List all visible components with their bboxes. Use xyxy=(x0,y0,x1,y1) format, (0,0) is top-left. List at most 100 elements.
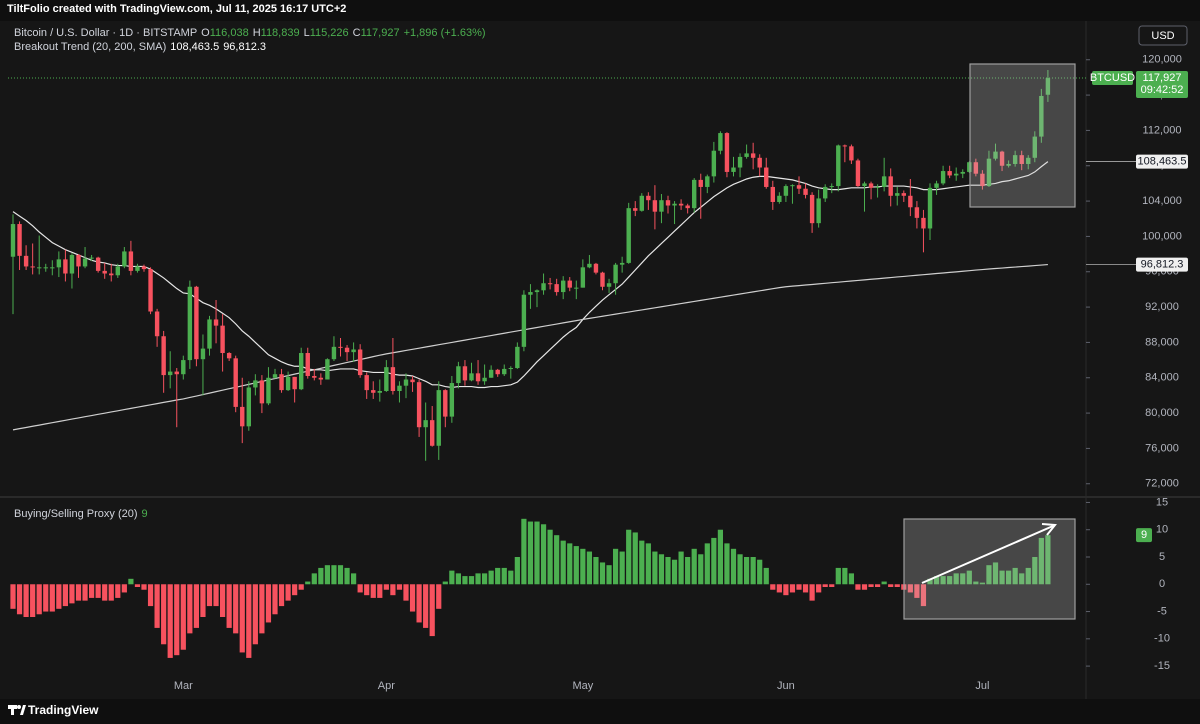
histogram-bar xyxy=(953,573,959,585)
histogram-bar xyxy=(475,573,481,585)
candle-body xyxy=(521,294,527,347)
candle-body xyxy=(423,420,428,428)
candle-body xyxy=(954,173,959,176)
candle-body xyxy=(502,368,507,375)
histogram-bar xyxy=(193,584,199,628)
candle-body xyxy=(541,283,546,291)
histogram-bar xyxy=(311,573,317,585)
histogram-bar xyxy=(468,576,475,585)
candle-body xyxy=(842,145,848,147)
histogram-bar xyxy=(855,584,861,590)
price-tag-bg xyxy=(1136,71,1188,99)
candle-body xyxy=(410,379,415,383)
histogram-bar xyxy=(174,584,180,656)
histogram-bar xyxy=(737,554,743,585)
candle-body xyxy=(895,193,900,196)
candle-body xyxy=(1006,163,1011,166)
candle-body xyxy=(23,255,29,267)
candle-body xyxy=(711,150,717,177)
candle-body xyxy=(567,280,572,288)
histogram-bar xyxy=(527,521,534,585)
logo-part xyxy=(17,705,21,709)
candle-body xyxy=(534,290,540,293)
histogram-bar xyxy=(154,584,160,628)
histogram-bar xyxy=(940,576,946,585)
candle-body xyxy=(299,353,304,390)
histogram-bar xyxy=(822,584,828,587)
candle-body xyxy=(849,146,854,161)
candle-body xyxy=(325,359,330,380)
histogram-bar xyxy=(318,567,324,585)
histogram-bar xyxy=(540,524,547,585)
histogram-bar xyxy=(305,581,311,585)
candle-body xyxy=(390,367,396,391)
candle-body xyxy=(777,195,782,202)
indicator-name: Breakout Trend (20, 200, SMA) xyxy=(14,41,167,53)
candle-body xyxy=(626,208,631,263)
x-tick-label: Mar xyxy=(174,680,193,692)
candle-body xyxy=(109,273,114,276)
y-tick-label: 0 xyxy=(1159,578,1165,590)
histogram-bar xyxy=(750,557,756,585)
histogram-bar xyxy=(933,576,940,585)
histogram-bar xyxy=(239,584,245,653)
histogram-bar xyxy=(30,584,36,617)
candle-body xyxy=(698,179,703,187)
candle-body xyxy=(200,348,206,360)
histogram-bar xyxy=(56,584,62,609)
histogram-bar xyxy=(829,584,835,587)
histogram-bar xyxy=(416,584,422,623)
histogram-bar xyxy=(645,543,651,585)
countdown: 09:42:52 xyxy=(1141,84,1184,96)
price-tag: 117,927 xyxy=(1143,72,1182,84)
histogram-bar xyxy=(960,573,966,585)
currency-box[interactable] xyxy=(1138,25,1188,46)
candle-body xyxy=(796,185,802,189)
histogram-bar xyxy=(691,548,697,585)
candle-body xyxy=(672,203,677,206)
candle-body xyxy=(371,390,376,393)
histogram-bar xyxy=(396,584,403,590)
histogram-bar xyxy=(1045,535,1051,585)
histogram-bar xyxy=(567,543,573,585)
histogram-bar xyxy=(986,565,992,585)
histogram-bar xyxy=(69,584,75,604)
candle-body xyxy=(724,133,730,172)
histogram-bar xyxy=(573,546,579,585)
candle-body xyxy=(135,266,140,271)
candle-body xyxy=(495,369,500,375)
logo-part xyxy=(11,705,14,715)
histogram-bar xyxy=(62,584,68,607)
candle-body xyxy=(561,280,566,293)
trend-arrow xyxy=(921,525,1054,584)
histogram-bar xyxy=(272,584,278,615)
histogram-bar xyxy=(586,551,592,585)
histogram-bar xyxy=(115,584,121,598)
plot-area: 72,00076,00080,00084,00088,00092,00096,0… xyxy=(8,54,1188,692)
candle-body xyxy=(1039,95,1044,137)
histogram-bar xyxy=(292,584,298,596)
symbol-title: Bitcoin / U.S. Dollar · 1D · BITSTAMP xyxy=(14,27,198,39)
histogram-bar xyxy=(881,581,887,585)
histogram-bar xyxy=(652,551,658,585)
histogram-bar xyxy=(449,570,455,585)
histogram-bar xyxy=(377,584,383,598)
candle-body xyxy=(95,257,101,271)
histogram-bar xyxy=(390,584,396,596)
candle-body xyxy=(652,200,658,212)
candle-body xyxy=(449,383,455,417)
histogram-bar xyxy=(809,584,815,601)
candle-body xyxy=(639,195,644,211)
candle-body xyxy=(63,259,68,274)
candle-body xyxy=(508,368,513,370)
candle-body xyxy=(443,390,448,417)
histogram-bar xyxy=(685,557,691,585)
candle-body xyxy=(69,254,75,274)
candle-body xyxy=(469,373,474,381)
ohlc-value: 117,927 xyxy=(360,27,400,39)
candle-body xyxy=(488,369,494,378)
histogram-bar xyxy=(547,529,553,585)
histogram-bar xyxy=(403,584,409,601)
histogram-bar xyxy=(717,529,723,585)
